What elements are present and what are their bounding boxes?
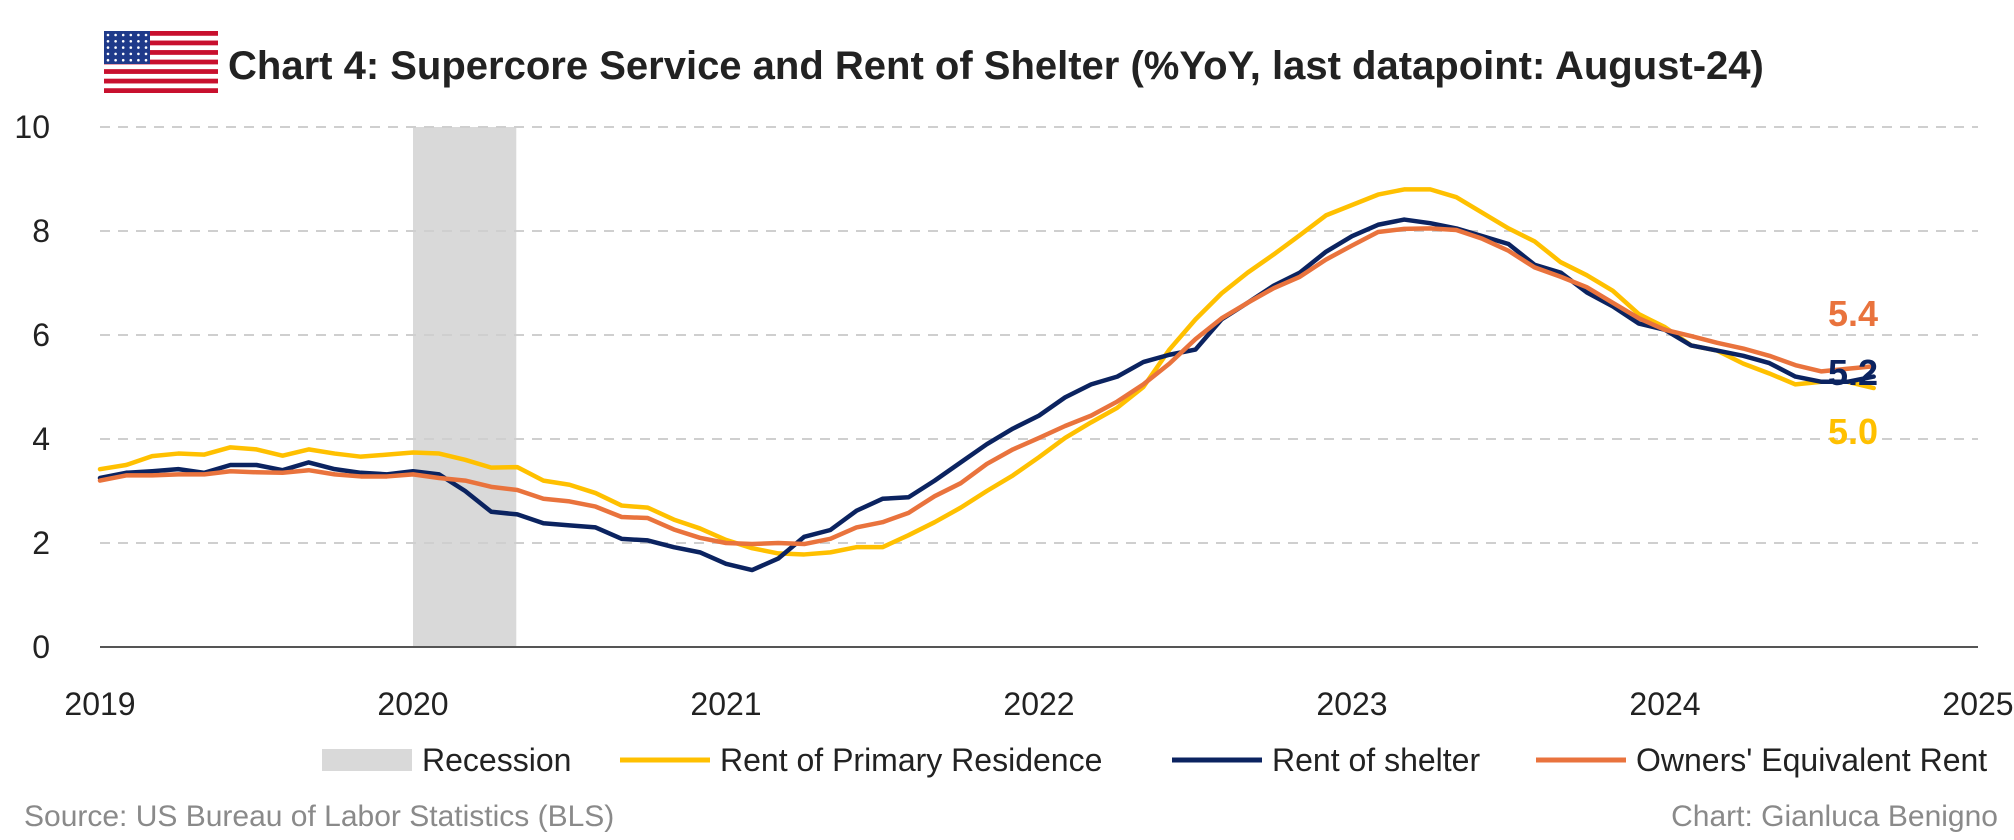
- series-end-label: 5.2: [1828, 352, 1878, 393]
- x-tick-label: 2024: [1629, 686, 1700, 722]
- source-note: Source: US Bureau of Labor Statistics (B…: [24, 800, 614, 833]
- series-lines: [97, 187, 1876, 573]
- recession-band-layer: [413, 127, 517, 647]
- legend-label: Rent of Primary Residence: [720, 742, 1102, 778]
- legend-label: Rent of shelter: [1272, 742, 1480, 778]
- axes: 0 2 4 6 8 10 2019 2020 2021 2022 2023 2024 2025: [14, 109, 2013, 722]
- x-tick-label: 2021: [690, 686, 761, 722]
- series-line: [97, 187, 1876, 557]
- chart-title: Chart 4: Supercore Service and Rent of S…: [228, 44, 1764, 88]
- x-tick-label: 2023: [1316, 686, 1387, 722]
- legend: Recession Rent of Primary Residence Rent o…: [322, 742, 1987, 778]
- series-end-label: 5.0: [1828, 411, 1878, 452]
- gridlines: [100, 126, 1978, 544]
- series-line: [97, 226, 1876, 547]
- series-end-label: 5.4: [1828, 293, 1878, 334]
- x-tick-label: 2019: [64, 686, 135, 722]
- y-tick-label: 6: [32, 317, 50, 353]
- y-tick-label: 10: [14, 109, 50, 145]
- y-tick-label: 4: [32, 421, 50, 457]
- x-tick-label: 2020: [377, 686, 448, 722]
- legend-swatch: [322, 749, 412, 771]
- y-tick-label: 0: [32, 629, 50, 665]
- end-labels: 5.0 5.2 5.4: [1828, 293, 1878, 452]
- us-flag-icon: [104, 31, 218, 93]
- y-tick-label: 8: [32, 213, 50, 249]
- legend-label: Recession: [422, 742, 571, 778]
- recession-band: [413, 127, 517, 647]
- legend-label: Owners' Equivalent Rent: [1636, 742, 1987, 778]
- y-tick-label: 2: [32, 525, 50, 561]
- chart-credit: Chart: Gianluca Benigno: [1671, 800, 1998, 833]
- x-tick-label: 2025: [1942, 686, 2013, 722]
- x-tick-label: 2022: [1003, 686, 1074, 722]
- series-line: [97, 217, 1876, 573]
